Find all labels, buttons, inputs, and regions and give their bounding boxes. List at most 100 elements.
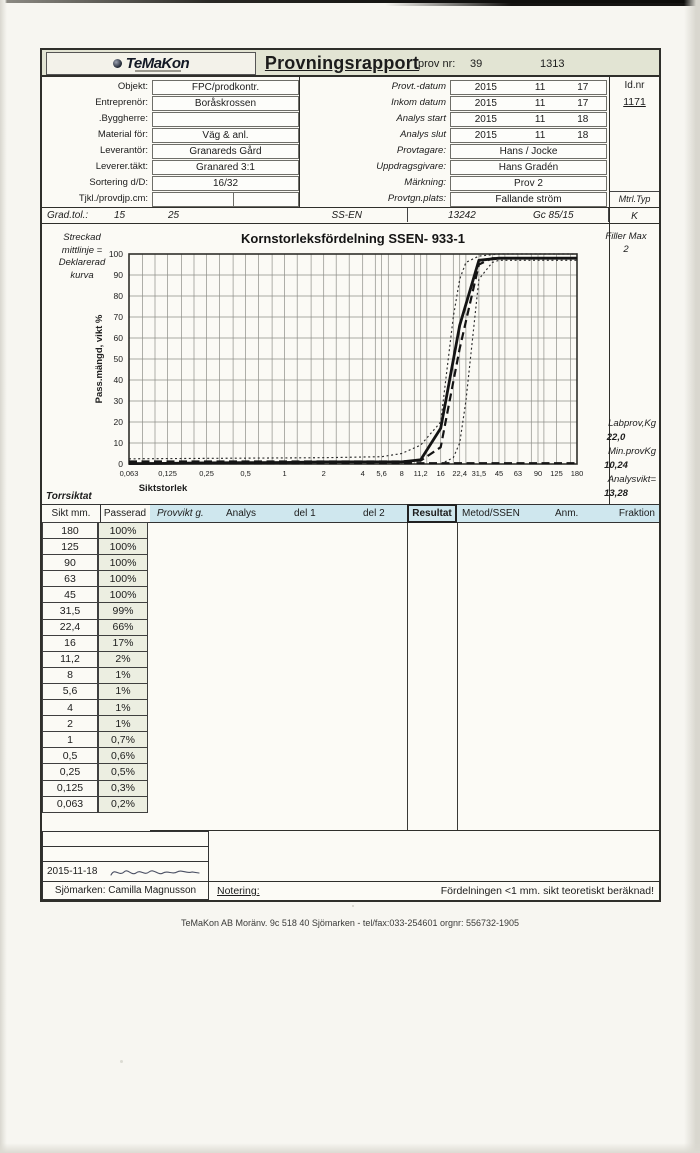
svg-text:Pass.mängd, vikt %: Pass.mängd, vikt % [94,314,105,403]
sieve-size-cell: 2 [42,715,98,733]
report-header: TeMaKon Provningsrapport prov nr: 39 131… [42,50,659,77]
notering-box: Notering: Fördelningen <1 mm. sikt teore… [208,881,659,900]
table-row: 1 0,7% [42,731,152,749]
svg-text:45: 45 [495,469,503,478]
scan-edge-bottom [0,1143,700,1153]
field-value-box: Granareds Gård [152,143,299,159]
passerad-cell: 0,5% [98,763,148,781]
footer-address: TeMaKon AB Moränv. 9c 518 40 Sjömarken -… [180,918,520,928]
sieve-size-cell: 90 [42,554,98,572]
passerad-cell: 100% [98,570,148,588]
sieve-size-cell: 125 [42,538,98,556]
svg-text:11,2: 11,2 [414,469,428,478]
svg-text:22,4: 22,4 [452,469,467,478]
field-label: Leverer.täkt: [95,161,148,172]
table-row: 0,5 0,6% [42,747,152,765]
field-row: Analys start 2015 11 18 [300,111,609,127]
analysvikt-value: 13,28 [604,488,628,499]
scan-edge-top [0,0,700,3]
id-label: Id.nr [624,80,645,91]
scan-edge-top-dark [385,3,700,6]
svg-text:1: 1 [283,469,287,478]
grad-tol-label: Grad.tol.: [47,210,89,221]
logo: TeMaKon [46,52,256,75]
table-row: 8 1% [42,666,152,684]
table-row: 2 1% [42,715,152,733]
table-row: 125 100% [42,538,152,556]
id-divider-line [610,191,659,192]
field-row: Tjkl./provdjp.cm: [42,191,299,207]
filler-max-value: 2 [623,244,629,255]
svg-text:Kornstorleksfördelning SSEN- 9: Kornstorleksfördelning SSEN- 933-1 [241,231,465,246]
prov-nr-value: 39 [470,58,483,70]
field-label: Entreprenör: [95,97,148,108]
field-row: Provtagare: Hans / Jocke [300,143,609,159]
right-fields: Provt.-datum 2015 11 17 Inkom datum 2015 11 17 A… [300,79,609,207]
field-value-part: 2015 [474,113,497,125]
mtrl-typ-value: K [631,211,638,222]
field-value-part: 2015 [474,81,497,93]
field-label: Tjkl./provdjp.cm: [78,193,148,204]
field-label: Analys start [396,113,446,124]
sieve-size-cell: 0,125 [42,779,98,797]
field-label: Leverantör: [99,145,148,156]
table-row: 90 100% [42,554,152,572]
passerad-cell: 66% [98,618,148,636]
resultat-column-line [407,523,408,830]
field-label: Sortering d/D: [89,177,148,188]
sieve-size-cell: 0,25 [42,763,98,781]
id-column: Id.nr 1171 Mtrl.Typ K [609,77,659,524]
passerad-cell: 1% [98,666,148,684]
sieve-size-cell: 16 [42,634,98,652]
table-row: 0,125 0,3% [42,779,152,797]
field-value-part: 11 [534,129,546,141]
ssen-box: 13242 Gc 85/15 [407,208,609,222]
passerad-cell: 100% [98,586,148,604]
field-row: Sortering d/D: 16/32 [42,175,299,191]
sieve-size-cell: 45 [42,586,98,604]
empty-box-1 [42,831,209,847]
field-value-part: 11 [534,113,546,125]
field-value-part: 2015 [474,97,497,109]
field-value-part: 18 [577,129,589,141]
sieve-table: 180 100% 125 100% 90 100% 63 100% 45 100% 31,5 99% 2… [42,522,152,813]
svg-text:0,25: 0,25 [199,469,214,478]
passerad-cell: 100% [98,522,148,540]
sieve-size-cell: 11,2 [42,650,98,668]
table-row: 4 1% [42,699,152,717]
svg-text:5,6: 5,6 [376,469,386,478]
svg-text:60: 60 [114,333,124,343]
svg-text:40: 40 [114,375,124,385]
field-row: Provt.-datum 2015 11 17 [300,79,609,95]
field-value-box: 16/32 [152,175,299,191]
table-row: 5,6 1% [42,682,152,701]
svg-text:180: 180 [571,469,584,478]
header-fraktion: Fraktion [618,508,655,519]
scan-edge-right [684,0,700,1153]
logo-tagline [135,70,181,72]
svg-text:30: 30 [114,396,124,406]
svg-text:Siktstorlek: Siktstorlek [139,483,188,494]
header-provvikt: Provvikt g. [157,508,204,519]
field-label: Inkom datum [391,97,446,108]
field-value-part: 17 [577,97,589,109]
handwritten-signature [110,870,200,876]
field-row: Leverer.täkt: Granared 3:1 [42,159,299,175]
signer-line: Sjömarken: Camilla Magnusson [42,881,209,900]
field-value-part: 17 [577,81,589,93]
field-value-part: Hans / Jocke [499,145,558,157]
ssen-label: SS-EN [331,210,362,221]
svg-text:50: 50 [114,354,124,364]
passerad-cell: 0,6% [98,747,148,765]
sieve-size-cell: 22,4 [42,618,98,636]
metod-column-line [457,523,458,830]
field-value-part: 18 [577,113,589,125]
header-method-group: Metod/SSEN Anm. Fraktion [457,505,659,522]
table-row: 180 100% [42,522,152,540]
minprov-value: 10,24 [604,460,628,471]
section-label: Torrsiktat [46,491,92,502]
field-value-box: 2015 11 17 [450,79,607,95]
left-fields: Objekt: FPC/prodkontr. Entreprenör: Boråskr… [42,79,299,207]
labprov-label: Labprov,Kg [608,418,656,429]
field-row: Uppdragsgivare: Hans Gradén [300,159,609,175]
